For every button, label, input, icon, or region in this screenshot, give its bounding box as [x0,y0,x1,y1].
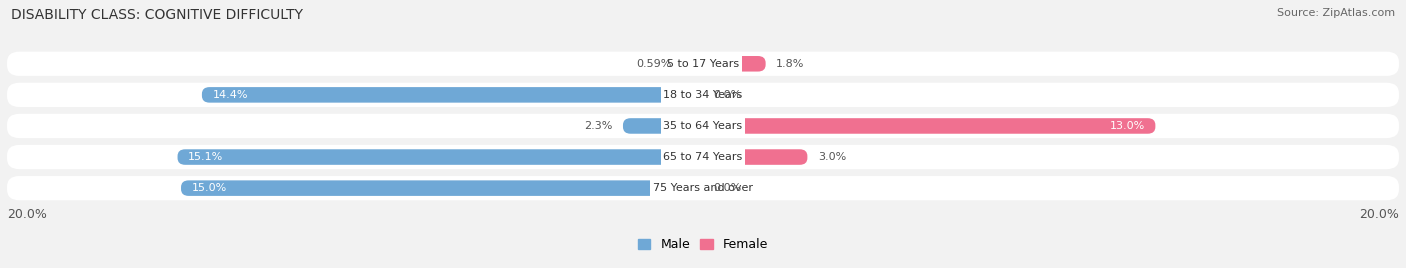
FancyBboxPatch shape [202,87,703,103]
FancyBboxPatch shape [623,118,703,134]
Text: 14.4%: 14.4% [212,90,247,100]
Text: 13.0%: 13.0% [1109,121,1144,131]
Text: 0.59%: 0.59% [637,59,672,69]
Legend: Male, Female: Male, Female [633,233,773,256]
Text: 18 to 34 Years: 18 to 34 Years [664,90,742,100]
FancyBboxPatch shape [7,176,1399,200]
Text: 15.0%: 15.0% [191,183,226,193]
Text: 20.0%: 20.0% [7,208,46,221]
FancyBboxPatch shape [7,52,1399,76]
Text: Source: ZipAtlas.com: Source: ZipAtlas.com [1277,8,1395,18]
Text: 5 to 17 Years: 5 to 17 Years [666,59,740,69]
FancyBboxPatch shape [682,56,703,72]
Text: 75 Years and over: 75 Years and over [652,183,754,193]
Text: 0.0%: 0.0% [713,183,742,193]
Text: 15.1%: 15.1% [188,152,224,162]
FancyBboxPatch shape [703,118,1156,134]
Text: 0.0%: 0.0% [713,90,742,100]
Text: 2.3%: 2.3% [583,121,613,131]
FancyBboxPatch shape [703,56,766,72]
Text: DISABILITY CLASS: COGNITIVE DIFFICULTY: DISABILITY CLASS: COGNITIVE DIFFICULTY [11,8,304,22]
FancyBboxPatch shape [7,114,1399,138]
FancyBboxPatch shape [177,149,703,165]
Text: 35 to 64 Years: 35 to 64 Years [664,121,742,131]
Text: 1.8%: 1.8% [776,59,804,69]
FancyBboxPatch shape [7,83,1399,107]
Text: 20.0%: 20.0% [1360,208,1399,221]
Text: 3.0%: 3.0% [818,152,846,162]
FancyBboxPatch shape [703,149,807,165]
Text: 65 to 74 Years: 65 to 74 Years [664,152,742,162]
FancyBboxPatch shape [7,145,1399,169]
FancyBboxPatch shape [181,180,703,196]
